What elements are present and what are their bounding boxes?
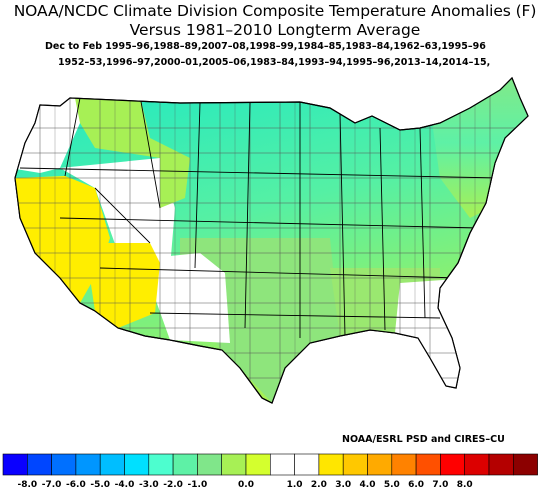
legend-tick-label: 6.0 bbox=[408, 480, 424, 490]
legend-tick-label: -5.0 bbox=[90, 480, 110, 490]
legend-color-box bbox=[172, 453, 198, 476]
legend-color-box bbox=[75, 453, 101, 476]
legend-tick-label: 8.0 bbox=[457, 480, 473, 490]
credit-text: NOAA/ESRL PSD and CIRES–CU bbox=[342, 434, 505, 445]
state-boundaries bbox=[19, 95, 501, 338]
legend-color-box bbox=[318, 453, 344, 476]
legend-color-box bbox=[464, 453, 490, 476]
us-climate-division-map bbox=[14, 76, 529, 404]
legend-color-box bbox=[51, 453, 77, 476]
legend-color-box bbox=[269, 453, 295, 476]
legend-tick-label: 5.0 bbox=[384, 480, 400, 490]
legend-color-box bbox=[245, 453, 271, 476]
region-northern-rockies bbox=[75, 96, 190, 208]
legend-color-box bbox=[391, 453, 417, 476]
legend-tick-label: -8.0 bbox=[17, 480, 37, 490]
legend-tick-label: -6.0 bbox=[66, 480, 86, 490]
legend-tick-label: 2.0 bbox=[311, 480, 327, 490]
composite-years-line-1: Dec to Feb 1995–96,1988–89,2007–08,1998–… bbox=[45, 41, 486, 52]
legend-tick-label: -4.0 bbox=[115, 480, 135, 490]
legend-color-box bbox=[99, 453, 125, 476]
legend-color-box bbox=[197, 453, 222, 476]
legend-tick-label: 3.0 bbox=[335, 480, 351, 490]
legend-tick-label: -1.0 bbox=[188, 480, 208, 490]
legend-tick-label: 1.0 bbox=[287, 480, 303, 490]
region-california-nevada bbox=[15, 176, 110, 303]
legend-tick-label: -2.0 bbox=[163, 480, 183, 490]
division-boundaries bbox=[15, 78, 528, 403]
map-title: NOAA/NCDC Climate Division Composite Tem… bbox=[13, 2, 537, 20]
color-legend: -8.0 -7.0 -6.0 -5.0 -4.0 -3.0 -2.0 -1.0 0.0 1.0 2.… bbox=[2, 453, 538, 490]
legend-color-box bbox=[342, 453, 368, 476]
legend-tick-label: -7.0 bbox=[42, 480, 62, 490]
legend-color-box bbox=[294, 453, 320, 476]
legend-tick-label: 4.0 bbox=[360, 480, 376, 490]
region-arizona bbox=[90, 243, 160, 328]
map-subtitle: Versus 1981–2010 Longterm Average bbox=[129, 21, 421, 39]
legend-color-box bbox=[221, 453, 247, 476]
region-florida bbox=[395, 278, 470, 403]
composite-years-line-2: 1952–53,1996–97,2000–01,2005–06,1983–84,… bbox=[58, 57, 491, 68]
legend-color-boxes bbox=[2, 453, 538, 476]
legend-color-box bbox=[415, 453, 441, 476]
legend-color-box bbox=[512, 453, 538, 476]
legend-color-box bbox=[26, 453, 52, 476]
legend-color-box bbox=[2, 453, 28, 476]
region-great-basin bbox=[60, 158, 175, 268]
legend-tick-label: 7.0 bbox=[432, 480, 448, 490]
legend-color-box bbox=[124, 453, 150, 476]
legend-tick-label: -3.0 bbox=[139, 480, 159, 490]
legend-color-box bbox=[148, 453, 174, 476]
legend-color-box bbox=[440, 453, 465, 476]
legend-color-box bbox=[367, 453, 393, 476]
legend-tick-label: 0.0 bbox=[238, 480, 254, 490]
legend-color-box bbox=[488, 453, 514, 476]
legend-tick-labels: -8.0 -7.0 -6.0 -5.0 -4.0 -3.0 -2.0 -1.0 0.0 1.0 2.… bbox=[17, 480, 472, 490]
